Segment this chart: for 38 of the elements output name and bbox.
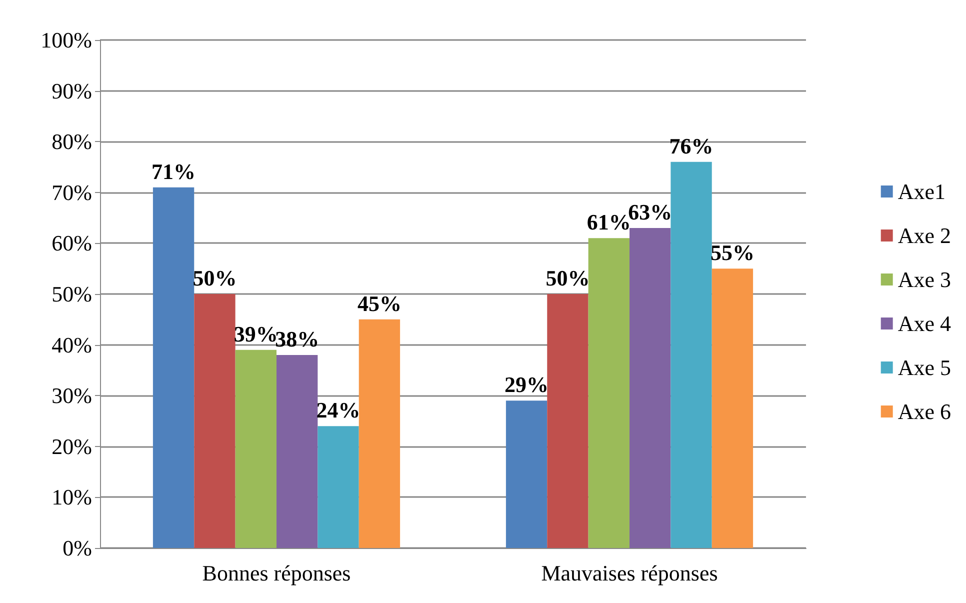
bar (276, 354, 318, 548)
bar (152, 187, 194, 548)
bar (506, 400, 548, 548)
data-label: 29% (504, 372, 549, 398)
data-label: 38% (275, 326, 320, 352)
y-tick-label: 60% (52, 230, 92, 256)
x-tick-label: Bonnes réponses (202, 560, 351, 586)
bar (547, 294, 588, 548)
y-tick-label: 80% (52, 129, 92, 154)
legend-label: Axe 6 (898, 399, 952, 424)
y-tick-label: 40% (52, 332, 92, 358)
bar (588, 238, 630, 548)
y-tick-label: 0% (62, 536, 92, 560)
data-label: 63% (628, 199, 672, 224)
y-tick-label: 10% (52, 484, 92, 510)
y-tick-label: 20% (52, 434, 92, 459)
legend-label: Axe 2 (898, 223, 952, 248)
bar (358, 319, 400, 548)
bar (712, 268, 754, 548)
y-tick-label: 50% (52, 282, 92, 306)
bar (194, 294, 236, 548)
y-tick-label: 30% (52, 383, 92, 408)
bar (235, 350, 276, 548)
data-label: 45% (357, 290, 402, 316)
legend-label: Axe1 (898, 179, 946, 204)
data-label: 76% (669, 133, 714, 158)
data-label: 50% (546, 266, 590, 290)
legend-label: Axe 5 (898, 355, 952, 380)
x-tick-label: Mauvaises réponses (541, 560, 718, 586)
legend-label: Axe 3 (898, 267, 952, 292)
y-tick-label: 70% (52, 180, 92, 205)
legend-label: Axe 4 (898, 311, 952, 336)
bar (318, 426, 359, 548)
bar (670, 162, 712, 548)
y-tick-label: 90% (52, 78, 92, 104)
y-tick-label: 100% (40, 28, 92, 52)
data-label: 71% (152, 158, 196, 184)
bar (630, 228, 671, 548)
